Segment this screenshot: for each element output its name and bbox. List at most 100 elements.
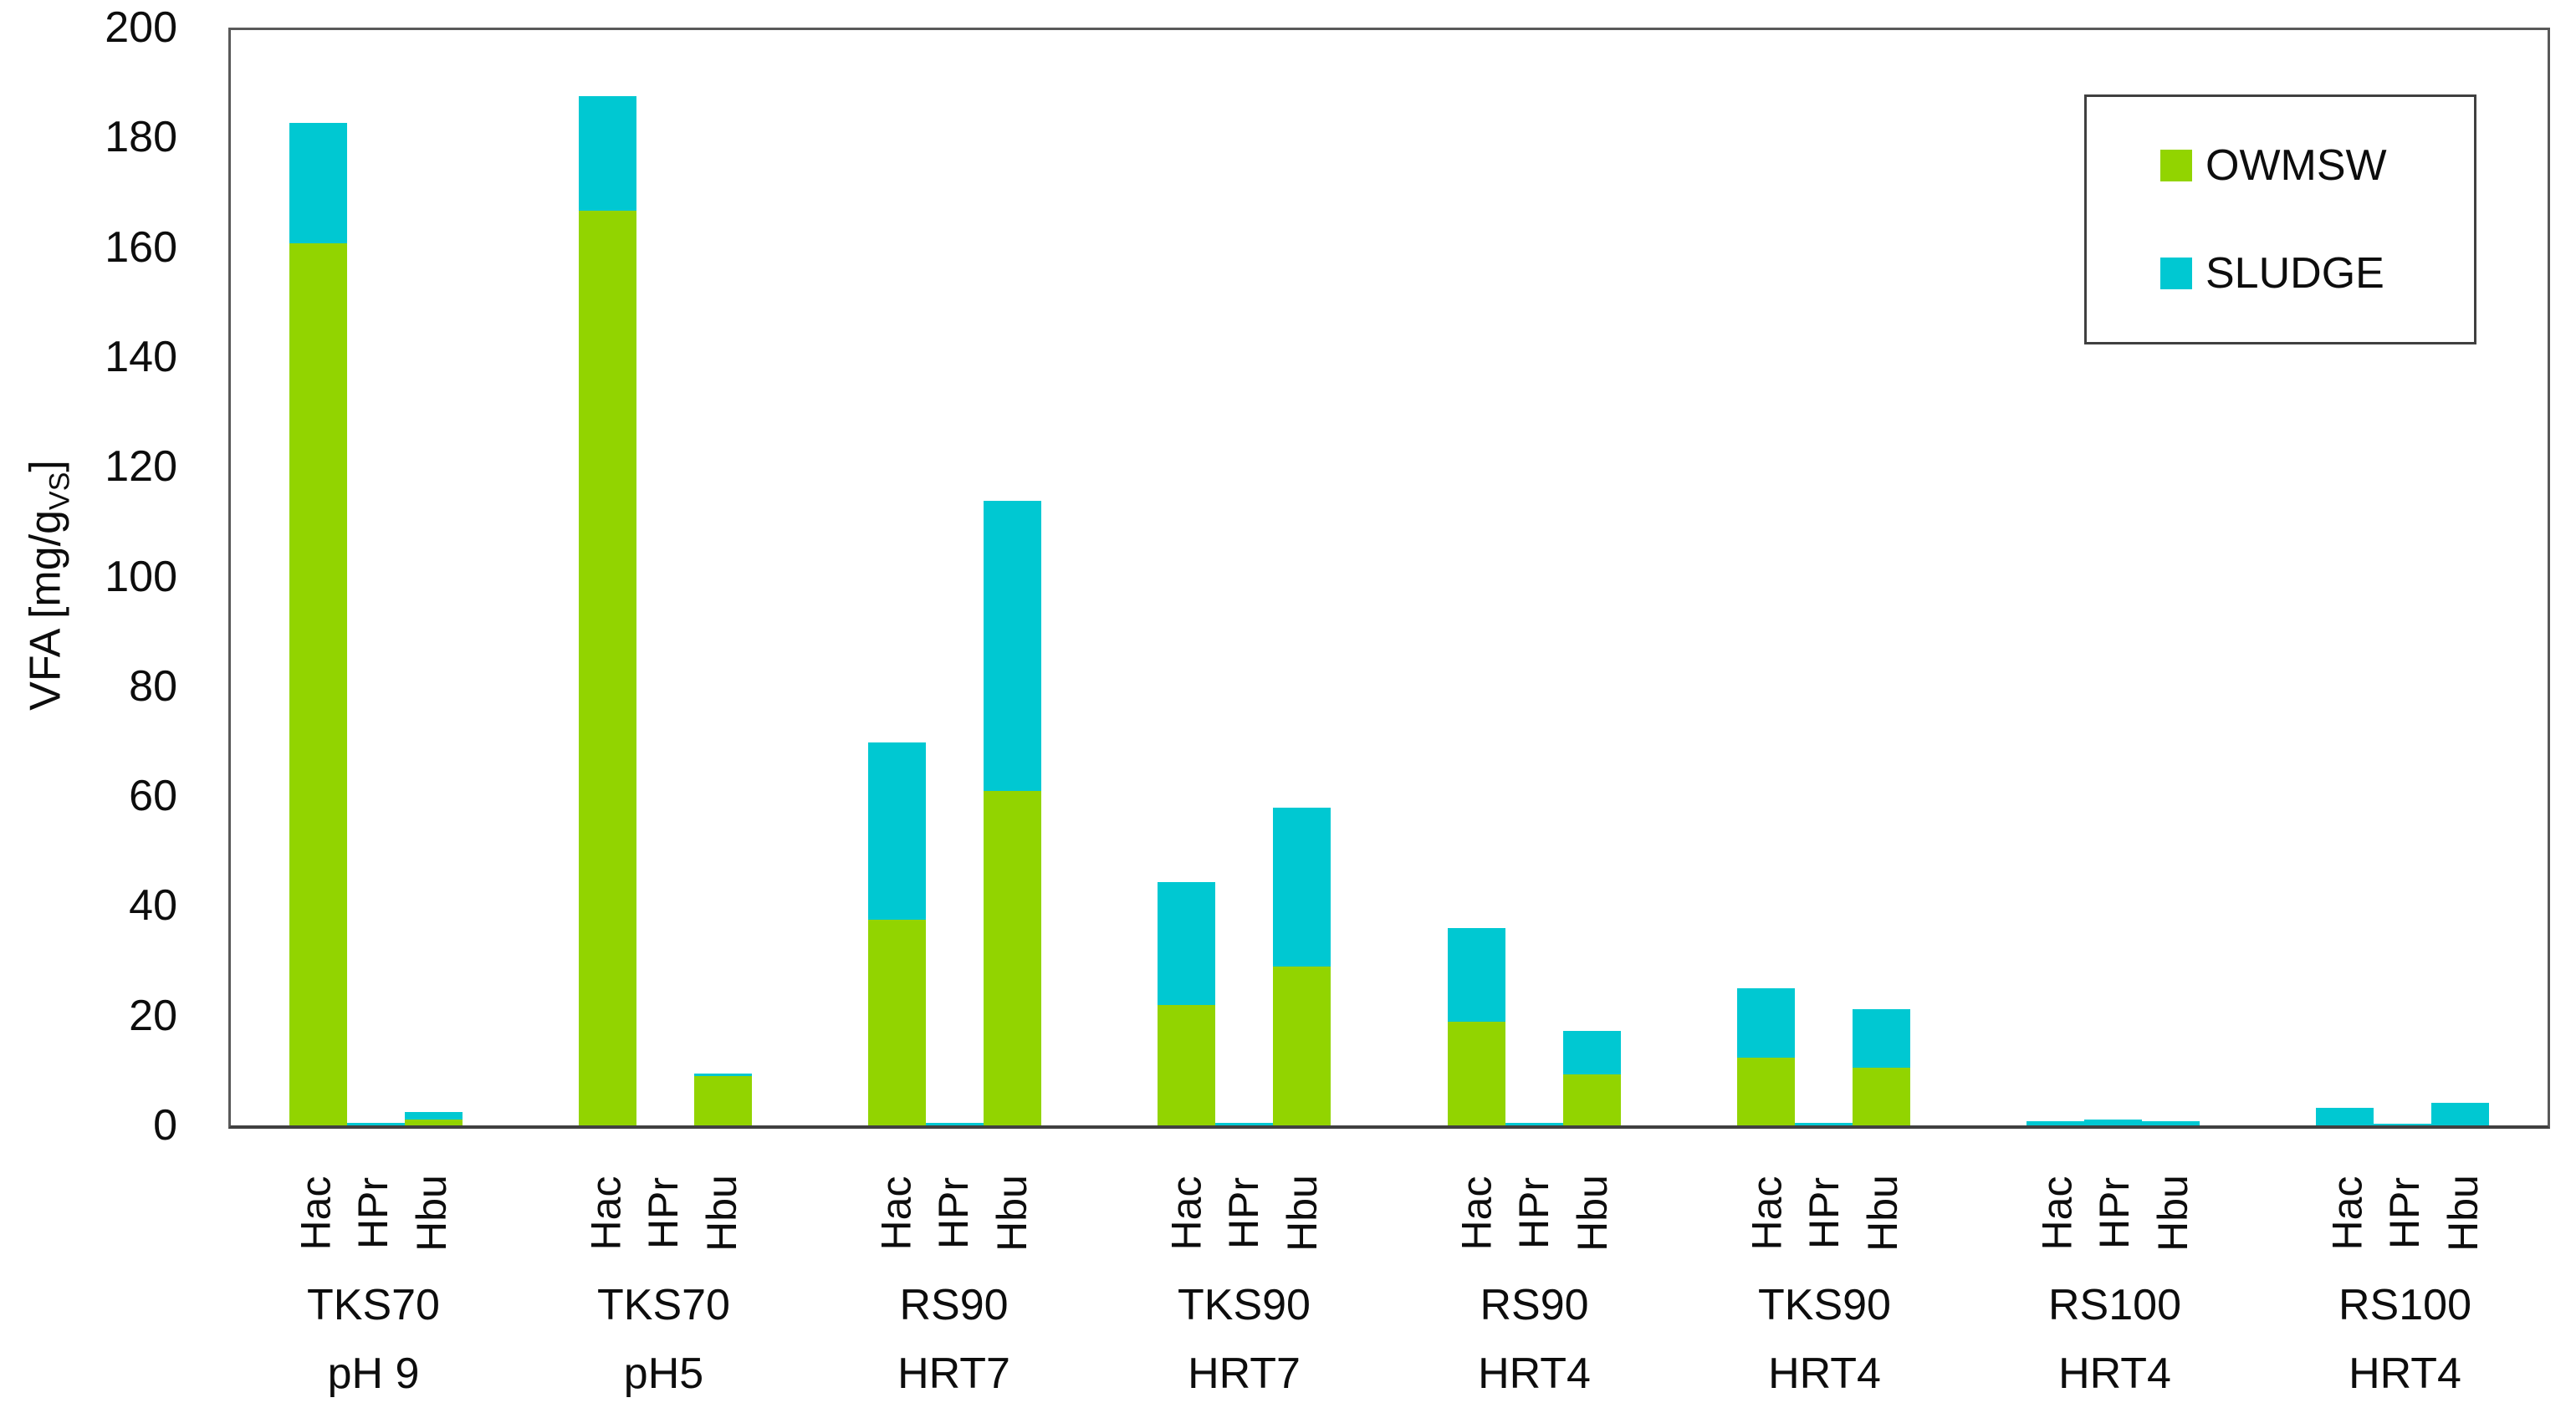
x-tick-label-hac: Hac — [1743, 1176, 1791, 1251]
bar-slot-hac — [1447, 30, 1505, 1125]
bar-segment-sludge — [1273, 808, 1331, 967]
y-tick-label: 140 — [105, 332, 177, 381]
x-tick-label-hac: Hac — [292, 1176, 340, 1251]
x-tick-label-hbu: Hbu — [1278, 1175, 1326, 1252]
bar-group — [520, 30, 810, 1125]
y-tick-label: 40 — [129, 881, 177, 931]
plot-area — [228, 28, 2550, 1129]
y-tick-label: 0 — [153, 1101, 177, 1150]
bar-slot-hpr — [2084, 30, 2143, 1125]
x-tick-group: Hac HPr Hbu — [1389, 1142, 1679, 1284]
bar-slot-hbu — [2142, 30, 2200, 1125]
bar-slot-hac — [289, 30, 347, 1125]
x-tick-group: Hac HPr Hbu — [2260, 1142, 2550, 1284]
bar-slot-hac — [578, 30, 636, 1125]
bar-segment-sludge — [1158, 881, 1216, 1005]
bar-slot-hbu — [693, 30, 752, 1125]
bar-segment-owmsw — [1158, 1004, 1216, 1125]
bar-slot-hpr — [1215, 30, 1274, 1125]
bar-segment-sludge — [1562, 1030, 1621, 1075]
x-tick-label-hac: Hac — [2033, 1176, 2081, 1251]
legend-label-owmsw: OWMSW — [2205, 141, 2387, 191]
bar-slot-hac — [1736, 30, 1795, 1125]
bar-segment-sludge — [2027, 1120, 2085, 1125]
bar-segment-owmsw — [1447, 1021, 1505, 1125]
bar-slot-hbu — [1273, 30, 1331, 1125]
x-tick-group: Hac HPr Hbu — [228, 1142, 519, 1284]
bar-slot-hac — [1158, 30, 1216, 1125]
bar-slot-hbu — [1562, 30, 1621, 1125]
x-tick-label-hpr: HPr — [1801, 1176, 1848, 1250]
bar-slot-hpr — [926, 30, 984, 1125]
bar-segment-sludge — [2316, 1108, 2374, 1125]
bar-segment-sludge — [926, 1122, 984, 1125]
bar-segment-sludge — [578, 95, 636, 212]
x-tick-label-hbu: Hbu — [2149, 1175, 2196, 1252]
bar-slot-hac — [2316, 30, 2374, 1125]
x-tick-group: Hac HPr Hbu — [519, 1142, 809, 1284]
y-tick-label: 100 — [105, 552, 177, 601]
group-label: RS100 HRT4 — [2048, 1281, 2181, 1398]
bar-segment-sludge — [1852, 1009, 1910, 1069]
bar-slot-hpr — [1505, 30, 1563, 1125]
y-tick-label: 120 — [105, 442, 177, 492]
sludge-swatch-icon — [2160, 257, 2192, 289]
x-tick-label-hbu: Hbu — [2439, 1175, 2487, 1252]
x-tick-label-hpr: HPr — [1220, 1176, 1268, 1250]
bar-slot-hbu — [1852, 30, 1910, 1125]
bar-segment-sludge — [693, 1073, 752, 1077]
bar-segment-sludge — [868, 742, 927, 921]
x-tick-label-hpr: HPr — [2091, 1176, 2139, 1250]
x-tick-label-hac: Hac — [872, 1176, 920, 1251]
bar-segment-owmsw — [1852, 1068, 1910, 1125]
bar-slot-hbu — [404, 30, 463, 1125]
x-tick-label-hbu: Hbu — [988, 1175, 1035, 1252]
x-axis-tick-labels: Hac HPr Hbu Hac HPr Hbu Hac HPr Hbu Hac HPr Hbu Hac H… — [228, 1142, 2550, 1284]
bar-slot-hpr — [1794, 30, 1853, 1125]
bar-segment-owmsw — [289, 243, 347, 1125]
bar-segment-sludge — [1215, 1122, 1274, 1125]
group-label: TKS70 pH5 — [597, 1281, 730, 1398]
x-tick-label-hbu: Hbu — [1568, 1175, 1616, 1252]
bar-segment-sludge — [1736, 988, 1795, 1058]
x-tick-group: Hac HPr Hbu — [1099, 1142, 1389, 1284]
x-tick-label-hpr: HPr — [2381, 1176, 2429, 1250]
bar-group — [231, 30, 520, 1125]
bar-group — [1679, 30, 1968, 1125]
y-tick-label: 160 — [105, 222, 177, 272]
x-tick-label-hpr: HPr — [640, 1176, 687, 1250]
bar-group — [1100, 30, 1389, 1125]
group-label: RS90 HRT4 — [1478, 1281, 1591, 1398]
legend: OWMSW SLUDGE — [2084, 94, 2476, 344]
bar-segment-owmsw — [868, 920, 927, 1125]
x-tick-label-hac: Hac — [1163, 1176, 1210, 1251]
group-label: RS100 HRT4 — [2338, 1281, 2471, 1398]
bar-segment-sludge — [346, 1122, 405, 1125]
legend-item-owmsw: OWMSW — [2160, 140, 2474, 191]
x-tick-label-hbu: Hbu — [407, 1175, 455, 1252]
x-axis-group-labels: TKS70 pH 9 TKS70 pH5 RS90 HRT7 TKS90 HRT7 RS90 HR… — [228, 1271, 2550, 1408]
bar-slot-hpr — [636, 30, 694, 1125]
x-tick-group: Hac HPr Hbu — [1970, 1142, 2260, 1284]
bar-segment-sludge — [1447, 928, 1505, 1022]
bar-segment-sludge — [2084, 1120, 2143, 1125]
y-tick-label: 20 — [129, 991, 177, 1040]
bar-slot-hac — [2027, 30, 2085, 1125]
bar-segment-owmsw — [984, 791, 1042, 1125]
x-tick-label-hac: Hac — [2323, 1176, 2371, 1251]
bar-segment-sludge — [2142, 1120, 2200, 1125]
x-tick-label-hpr: HPr — [930, 1176, 978, 1250]
bar-segment-owmsw — [1736, 1057, 1795, 1125]
bar-segment-sludge — [1794, 1122, 1853, 1125]
bar-segment-owmsw — [1562, 1074, 1621, 1125]
bar-segment-owmsw — [578, 211, 636, 1125]
bar-segment-sludge — [404, 1111, 463, 1120]
bar-group — [1969, 30, 2258, 1125]
group-label: TKS70 pH 9 — [307, 1281, 440, 1398]
y-tick-label: 60 — [129, 772, 177, 821]
group-label: TKS90 HRT4 — [1758, 1281, 1891, 1398]
x-tick-label-hpr: HPr — [350, 1176, 397, 1250]
bar-slot-hbu — [984, 30, 1042, 1125]
x-tick-label-hac: Hac — [582, 1176, 630, 1251]
